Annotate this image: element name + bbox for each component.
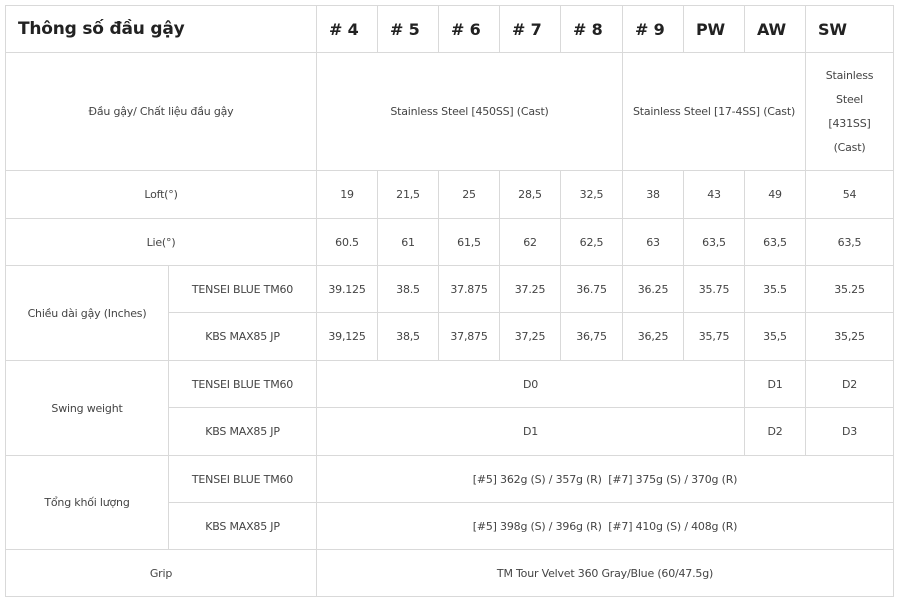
cell: 35.5: [744, 265, 806, 313]
cell: 39,125: [316, 312, 378, 361]
line: [431SS]: [828, 116, 871, 130]
length-row: Chiều dài gậy (Inches) TENSEI BLUE TM60 …: [5, 265, 894, 361]
cell: D1: [744, 360, 806, 408]
cell: 54: [805, 170, 894, 219]
cell: 63,5: [683, 218, 745, 266]
cell: 36.25: [622, 265, 684, 313]
cell: 63,5: [805, 218, 894, 266]
line: Stainless: [825, 68, 874, 82]
col-header: # 7: [499, 5, 561, 53]
cell: 63,5: [744, 218, 806, 266]
total-weight-row: KBS MAX85 JP [#5] 398g (S) / 396g (R) [#…: [6, 502, 894, 550]
cell: 60.5: [316, 218, 378, 266]
row-label: Loft(°): [5, 170, 317, 219]
cell: 37.25: [499, 265, 561, 313]
cell: 35,5: [744, 312, 806, 361]
shaft-label: KBS MAX85 JP: [168, 312, 317, 361]
grip-row: Grip TM Tour Velvet 360 Gray/Blue (60/47…: [5, 549, 894, 597]
cell: 37,875: [438, 312, 500, 361]
cell: 21,5: [377, 170, 439, 219]
cell: 61,5: [438, 218, 500, 266]
cell: D1: [316, 407, 745, 456]
shaft-label: TENSEI BLUE TM60: [168, 265, 317, 313]
cell: Stainless Steel [450SS] (Cast): [316, 52, 623, 171]
cell: Stainless Steel [431SS] (Cast): [805, 52, 894, 171]
cell: TM Tour Velvet 360 Gray/Blue (60/47.5g): [316, 549, 894, 597]
cell: 35.25: [805, 265, 894, 313]
cell: 38: [622, 170, 684, 219]
cell: 37,25: [499, 312, 561, 361]
row-label: Swing weight: [5, 360, 169, 456]
shaft-label: KBS MAX85 JP: [168, 407, 317, 456]
cell: [#5] 362g (S) / 357g (R) [#7] 375g (S) /…: [316, 455, 894, 503]
head-material-row: Đầu gậy/ Chất liệu đầu gậy Stainless Ste…: [5, 52, 894, 171]
swing-weight-row: KBS MAX85 JP D1 D2 D3: [6, 407, 894, 456]
cell: 37.875: [438, 265, 500, 313]
length-row: KBS MAX85 JP 39,125 38,5 37,875 37,25 36,75 3…: [6, 312, 894, 361]
cell: 62,5: [560, 218, 623, 266]
line: Steel: [836, 92, 863, 106]
cell: 28,5: [499, 170, 561, 219]
line: (Cast): [833, 140, 866, 154]
col-header: AW: [744, 5, 806, 53]
cell: 62: [499, 218, 561, 266]
cell: D0: [316, 360, 745, 408]
col-header: SW: [805, 5, 894, 53]
cell: 25: [438, 170, 500, 219]
loft-row: Loft(°) 19 21,5 25 28,5 32,5 38 43 49 54: [5, 170, 894, 219]
cell: 38.5: [377, 265, 439, 313]
cell: 35.75: [683, 265, 745, 313]
header-row: Thông số đầu gậy # 4 # 5 # 6 # 7 # 8 # 9…: [5, 5, 894, 53]
col-header: PW: [683, 5, 745, 53]
shaft-label: TENSEI BLUE TM60: [168, 360, 317, 408]
table-title: Thông số đầu gậy: [5, 5, 317, 53]
cell: 32,5: [560, 170, 623, 219]
col-header: # 9: [622, 5, 684, 53]
club-spec-table: Thông số đầu gậy # 4 # 5 # 6 # 7 # 8 # 9…: [5, 5, 894, 597]
cell: 38,5: [377, 312, 439, 361]
row-label: Tổng khối lượng: [5, 455, 169, 550]
col-header: # 5: [377, 5, 439, 53]
col-header: # 8: [560, 5, 623, 53]
shaft-label: KBS MAX85 JP: [168, 502, 317, 550]
cell: D2: [744, 407, 806, 456]
col-header: # 4: [316, 5, 378, 53]
total-weight-row: Tổng khối lượng TENSEI BLUE TM60 [#5] 36…: [5, 455, 894, 550]
cell: 36,25: [622, 312, 684, 361]
cell: Stainless Steel [17-4SS] (Cast): [622, 52, 806, 171]
swing-weight-row: Swing weight TENSEI BLUE TM60 D0 D1 D2: [5, 360, 894, 456]
shaft-label: TENSEI BLUE TM60: [168, 455, 317, 503]
cell: 36.75: [560, 265, 623, 313]
col-header: # 6: [438, 5, 500, 53]
cell: D3: [805, 407, 894, 456]
row-label: Đầu gậy/ Chất liệu đầu gậy: [5, 52, 317, 171]
row-label: Lie(°): [5, 218, 317, 266]
cell: D2: [805, 360, 894, 408]
cell: 19: [316, 170, 378, 219]
cell: 39.125: [316, 265, 378, 313]
cell: 36,75: [560, 312, 623, 361]
cell: 35,75: [683, 312, 745, 361]
cell: 63: [622, 218, 684, 266]
cell: 43: [683, 170, 745, 219]
cell: 61: [377, 218, 439, 266]
row-label: Grip: [5, 549, 317, 597]
cell: [#5] 398g (S) / 396g (R) [#7] 410g (S) /…: [316, 502, 894, 550]
cell: 49: [744, 170, 806, 219]
row-label: Chiều dài gậy (Inches): [5, 265, 169, 361]
cell: 35,25: [805, 312, 894, 361]
lie-row: Lie(°) 60.5 61 61,5 62 62,5 63 63,5 63,5 63,5: [5, 218, 894, 266]
